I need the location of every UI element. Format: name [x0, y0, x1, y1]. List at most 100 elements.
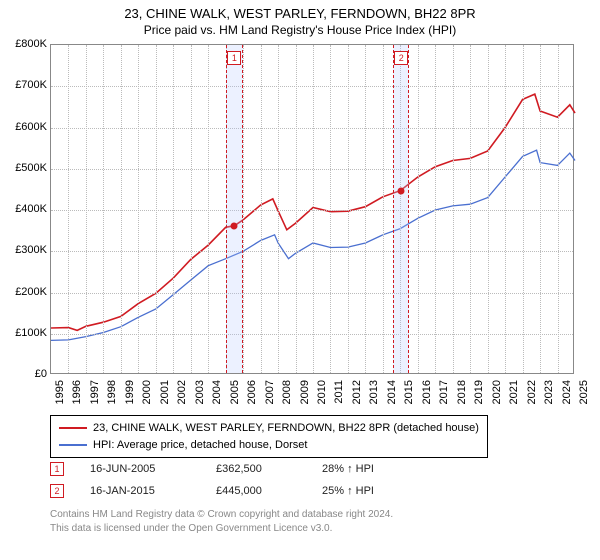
- sale-point-dot: [398, 188, 405, 195]
- x-axis-label: 2004: [211, 380, 223, 420]
- chart-marker-label: 1: [227, 51, 241, 65]
- gridline-vertical: [348, 45, 349, 373]
- x-axis-label: 2021: [508, 380, 520, 420]
- x-axis-label: 2009: [299, 380, 311, 420]
- x-axis-label: 2018: [456, 380, 468, 420]
- x-axis-label: 2025: [578, 380, 590, 420]
- footer-line2: This data is licensed under the Open Gov…: [50, 522, 393, 536]
- x-axis-label: 1996: [71, 380, 83, 420]
- gridline-vertical: [505, 45, 506, 373]
- transaction-delta: 28% ↑ HPI: [322, 463, 374, 475]
- table-row: 2 16-JAN-2015 £445,000 25% ↑ HPI: [50, 480, 374, 502]
- legend-row-series2: HPI: Average price, detached house, Dors…: [59, 437, 479, 454]
- gridline-vertical: [470, 45, 471, 373]
- gridline-vertical: [523, 45, 524, 373]
- x-axis-label: 2014: [386, 380, 398, 420]
- chart-plot-area: £0£100K£200K£300K£400K£500K£600K£700K£80…: [50, 44, 574, 374]
- gridline-vertical: [435, 45, 436, 373]
- x-axis-label: 1999: [124, 380, 136, 420]
- x-axis-label: 1997: [89, 380, 101, 420]
- gridline-vertical: [365, 45, 366, 373]
- gridline-horizontal: [51, 169, 573, 170]
- gridline-vertical: [86, 45, 87, 373]
- legend-swatch-red: [59, 427, 87, 429]
- gridline-vertical: [191, 45, 192, 373]
- gridline-vertical: [243, 45, 244, 373]
- gridline-vertical: [156, 45, 157, 373]
- gridline-horizontal: [51, 86, 573, 87]
- gridline-vertical: [173, 45, 174, 373]
- legend: 23, CHINE WALK, WEST PARLEY, FERNDOWN, B…: [50, 415, 488, 458]
- title-subtitle: Price paid vs. HM Land Registry's House …: [0, 21, 600, 37]
- gridline-vertical: [68, 45, 69, 373]
- y-axis-label: £800K: [3, 38, 47, 50]
- legend-row-series1: 23, CHINE WALK, WEST PARLEY, FERNDOWN, B…: [59, 420, 479, 437]
- gridline-vertical: [453, 45, 454, 373]
- y-axis-label: £600K: [3, 121, 47, 133]
- gridline-vertical: [208, 45, 209, 373]
- x-axis-label: 2002: [176, 380, 188, 420]
- gridline-horizontal: [51, 334, 573, 335]
- transaction-price: £362,500: [216, 463, 296, 475]
- x-axis-label: 2022: [526, 380, 538, 420]
- chart-marker-label: 2: [394, 51, 408, 65]
- x-axis-label: 1998: [106, 380, 118, 420]
- y-axis-label: £100K: [3, 327, 47, 339]
- gridline-vertical: [296, 45, 297, 373]
- y-axis-label: £0: [3, 368, 47, 380]
- gridline-vertical: [121, 45, 122, 373]
- gridline-vertical: [488, 45, 489, 373]
- y-axis-label: £500K: [3, 162, 47, 174]
- table-row: 1 16-JUN-2005 £362,500 28% ↑ HPI: [50, 458, 374, 480]
- gridline-vertical: [278, 45, 279, 373]
- gridline-vertical: [138, 45, 139, 373]
- gridline-vertical: [330, 45, 331, 373]
- x-axis-label: 2003: [194, 380, 206, 420]
- footer-line1: Contains HM Land Registry data © Crown c…: [50, 508, 393, 522]
- gridline-horizontal: [51, 251, 573, 252]
- x-axis-label: 2016: [421, 380, 433, 420]
- x-axis-label: 2024: [561, 380, 573, 420]
- x-axis-label: 2010: [316, 380, 328, 420]
- gridline-vertical: [418, 45, 419, 373]
- x-axis-label: 1995: [54, 380, 66, 420]
- x-axis-label: 2008: [281, 380, 293, 420]
- x-axis-label: 2017: [438, 380, 450, 420]
- y-axis-label: £700K: [3, 79, 47, 91]
- transaction-price: £445,000: [216, 485, 296, 497]
- title-address: 23, CHINE WALK, WEST PARLEY, FERNDOWN, B…: [0, 0, 600, 21]
- transaction-date: 16-JUN-2005: [90, 463, 190, 475]
- transaction-delta: 25% ↑ HPI: [322, 485, 374, 497]
- sale-point-dot: [230, 222, 237, 229]
- x-axis-label: 2019: [473, 380, 485, 420]
- y-axis-label: £200K: [3, 286, 47, 298]
- x-axis-label: 2001: [159, 380, 171, 420]
- y-axis-label: £400K: [3, 203, 47, 215]
- x-axis-label: 2012: [351, 380, 363, 420]
- transaction-marker-2: 2: [50, 484, 64, 498]
- legend-swatch-blue: [59, 444, 87, 446]
- gridline-vertical: [558, 45, 559, 373]
- x-axis-label: 2006: [246, 380, 258, 420]
- gridline-horizontal: [51, 128, 573, 129]
- legend-label-series1: 23, CHINE WALK, WEST PARLEY, FERNDOWN, B…: [93, 420, 479, 437]
- gridline-vertical: [383, 45, 384, 373]
- legend-label-series2: HPI: Average price, detached house, Dors…: [93, 437, 307, 454]
- y-axis-label: £300K: [3, 244, 47, 256]
- x-axis-label: 2000: [141, 380, 153, 420]
- x-axis-label: 2005: [229, 380, 241, 420]
- x-axis-label: 2015: [403, 380, 415, 420]
- gridline-horizontal: [51, 210, 573, 211]
- footer-attribution: Contains HM Land Registry data © Crown c…: [50, 508, 393, 536]
- transaction-date: 16-JAN-2015: [90, 485, 190, 497]
- gridline-horizontal: [51, 293, 573, 294]
- x-axis-label: 2007: [264, 380, 276, 420]
- chart-svg: [51, 45, 573, 373]
- gridline-vertical: [261, 45, 262, 373]
- x-axis-label: 2020: [491, 380, 503, 420]
- x-axis-label: 2011: [333, 380, 345, 420]
- gridline-vertical: [540, 45, 541, 373]
- transactions-table: 1 16-JUN-2005 £362,500 28% ↑ HPI 2 16-JA…: [50, 458, 374, 502]
- transaction-marker-1: 1: [50, 462, 64, 476]
- x-axis-label: 2023: [543, 380, 555, 420]
